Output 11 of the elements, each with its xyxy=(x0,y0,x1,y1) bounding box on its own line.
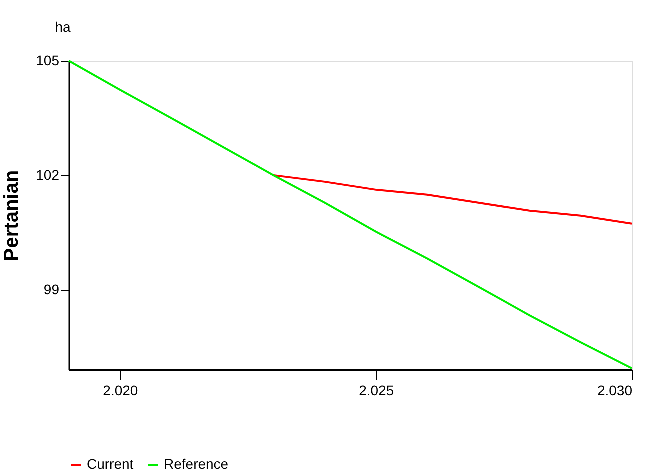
legend-label: Reference xyxy=(164,456,229,469)
x-tick-label: 2.025 xyxy=(359,382,394,398)
text: ha xyxy=(55,19,71,35)
y-tick-label: 99 xyxy=(44,281,60,298)
x-tick-label: 2.030 xyxy=(597,382,633,398)
y-tick-label: 105 xyxy=(36,52,60,68)
y-axis-title: Pertanian xyxy=(1,170,24,262)
x-tick-label: 2.020 xyxy=(103,382,138,398)
legend-label: Current xyxy=(87,456,134,469)
line-series xyxy=(272,174,633,225)
y-tick-label: 102 xyxy=(36,166,60,183)
